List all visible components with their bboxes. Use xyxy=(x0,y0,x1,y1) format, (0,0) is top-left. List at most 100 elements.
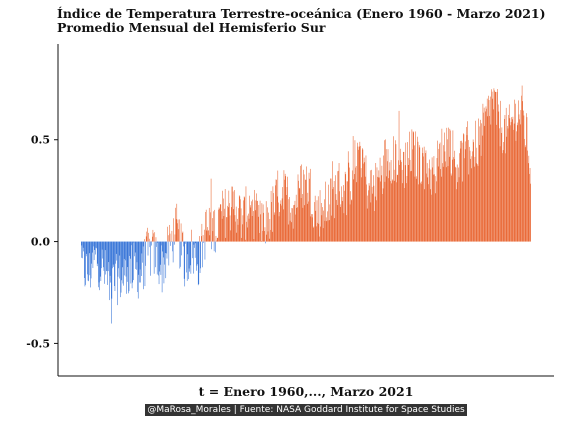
bar xyxy=(513,129,514,242)
bar xyxy=(378,170,380,242)
bar xyxy=(513,123,515,242)
bar xyxy=(324,199,325,242)
bar xyxy=(422,147,423,242)
bar xyxy=(482,103,484,242)
bar xyxy=(249,205,251,242)
bar xyxy=(341,197,343,242)
bar xyxy=(168,241,170,266)
bar xyxy=(489,115,490,242)
bar xyxy=(512,116,514,242)
bar xyxy=(264,227,266,242)
bar xyxy=(433,156,435,242)
bar xyxy=(86,241,88,254)
bar xyxy=(405,142,407,242)
bar xyxy=(284,179,285,242)
bar xyxy=(212,218,213,242)
bar xyxy=(283,209,284,242)
bar xyxy=(211,241,212,250)
bar xyxy=(343,213,345,242)
bar xyxy=(437,166,439,242)
bar xyxy=(149,241,151,248)
bar xyxy=(515,140,517,242)
bar xyxy=(310,216,312,242)
bar xyxy=(263,212,264,242)
bar xyxy=(321,215,323,242)
bar xyxy=(204,241,206,260)
bar xyxy=(231,186,233,242)
bar xyxy=(352,136,354,242)
bar xyxy=(169,224,170,242)
bar xyxy=(442,163,443,242)
bar xyxy=(390,181,391,242)
bar xyxy=(402,183,403,242)
bar xyxy=(246,227,248,242)
bar xyxy=(323,210,324,242)
bar xyxy=(281,205,282,242)
bar xyxy=(396,182,397,242)
bar xyxy=(232,186,233,242)
bar xyxy=(270,229,271,242)
bar xyxy=(497,104,499,242)
bar xyxy=(446,127,448,242)
bar xyxy=(422,153,424,242)
bar xyxy=(141,241,143,254)
bar xyxy=(218,207,220,242)
bar xyxy=(226,217,228,242)
bar xyxy=(84,241,85,278)
bar xyxy=(184,241,186,287)
bar xyxy=(83,241,84,252)
bar xyxy=(278,216,280,242)
bar xyxy=(426,163,428,242)
bar xyxy=(322,228,324,242)
bar xyxy=(456,164,458,242)
bar xyxy=(349,204,351,242)
bar xyxy=(519,124,521,242)
bar xyxy=(420,184,422,242)
bar xyxy=(234,190,235,242)
bar xyxy=(268,212,269,242)
bar xyxy=(288,199,290,242)
bar xyxy=(261,240,262,242)
bar xyxy=(404,165,406,242)
bar xyxy=(519,119,520,242)
bar xyxy=(511,117,512,242)
bar xyxy=(199,236,200,242)
bar xyxy=(128,241,129,294)
bar xyxy=(504,118,505,242)
bar xyxy=(126,241,127,294)
bar xyxy=(505,107,507,242)
bar xyxy=(264,231,265,242)
bar xyxy=(277,170,279,242)
bar xyxy=(207,227,208,242)
bar xyxy=(418,145,420,242)
bar xyxy=(175,207,176,242)
y-tick-label: -0.5 xyxy=(26,337,50,350)
bar xyxy=(401,161,402,242)
bar xyxy=(94,241,96,250)
bar xyxy=(136,241,137,270)
bar xyxy=(96,241,98,267)
bar xyxy=(253,239,255,242)
bar xyxy=(219,204,221,242)
bar xyxy=(375,162,377,242)
bar xyxy=(454,150,456,242)
bar xyxy=(450,173,452,242)
bar xyxy=(107,241,108,285)
bar xyxy=(374,196,376,242)
bar xyxy=(335,194,337,242)
bar xyxy=(466,126,467,242)
bar xyxy=(477,164,478,242)
bar xyxy=(159,241,160,272)
bar xyxy=(490,124,492,242)
bar xyxy=(152,236,153,242)
bar xyxy=(309,168,311,242)
bar xyxy=(338,163,340,242)
bar xyxy=(115,241,117,254)
bar xyxy=(98,241,99,288)
bar xyxy=(414,145,415,242)
bar xyxy=(471,156,473,242)
bar xyxy=(354,174,355,242)
bar xyxy=(398,160,399,242)
bar xyxy=(156,241,157,247)
bar xyxy=(521,85,523,242)
